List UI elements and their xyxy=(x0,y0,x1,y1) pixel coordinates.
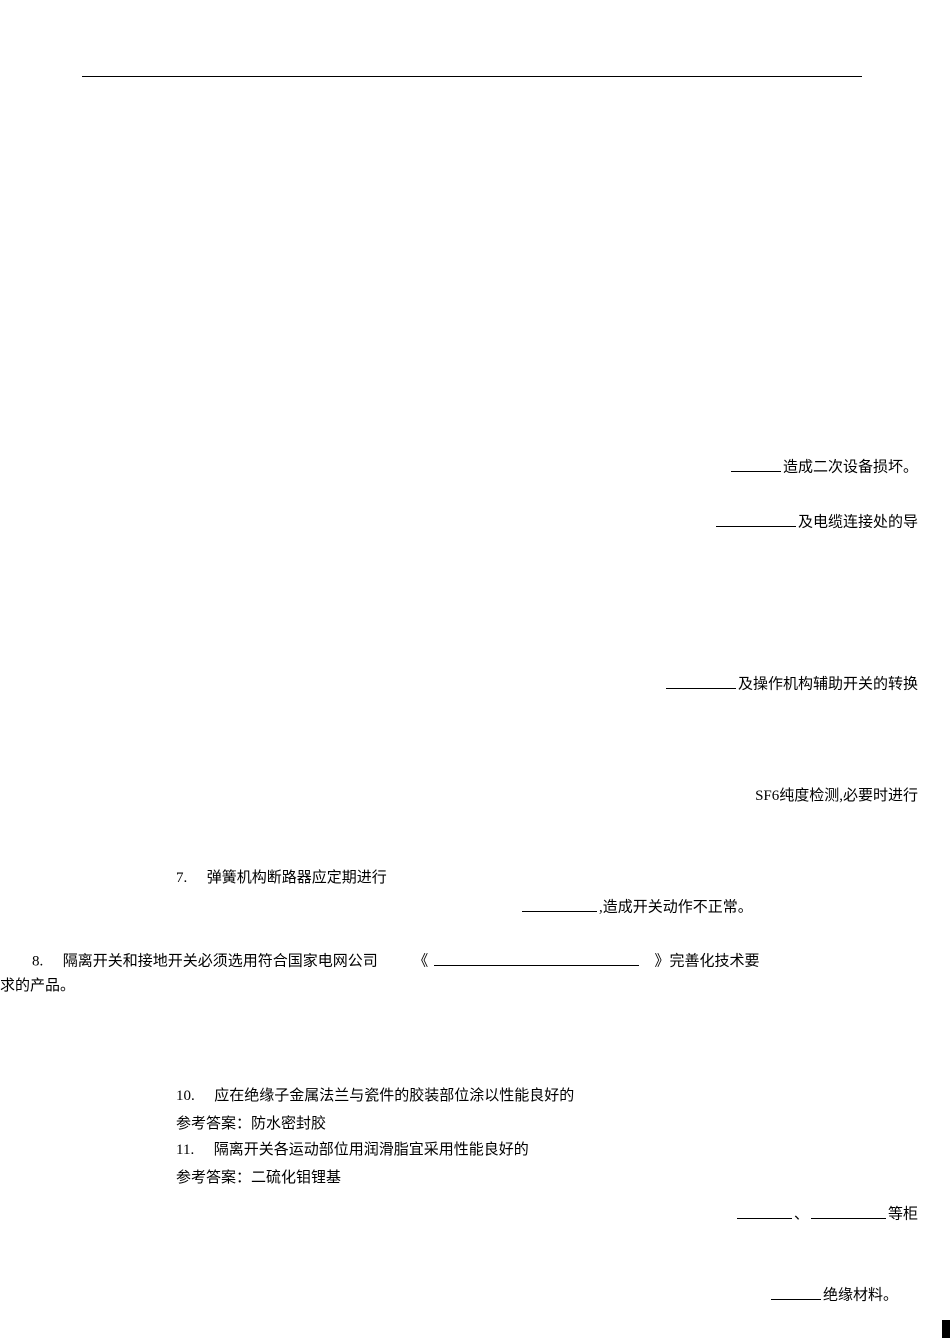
num-l8: 10. xyxy=(176,1088,195,1104)
blank-l10a[interactable] xyxy=(737,1202,792,1219)
line-3: 及操作机构辅助开关的转换 xyxy=(664,672,918,696)
line-6: ,造成开关动作不正常。 xyxy=(520,895,753,919)
num-l5: 7. xyxy=(176,870,187,886)
line-8: 10. 应在绝缘子金属法兰与瓷件的胶装部位涂以性能良好的 xyxy=(176,1086,574,1107)
side-marker xyxy=(942,1320,950,1338)
text-l9-ans: 参考答案：二硫化钼锂基 xyxy=(176,1170,341,1186)
line-2: 及电缆连接处的导 xyxy=(714,510,918,534)
blank-l6[interactable] xyxy=(522,895,597,912)
text-l7-cont: 求的产品。 xyxy=(0,978,75,994)
line-8-ans: 参考答案：防水密封胶 xyxy=(176,1114,326,1135)
line-7-cont: 求的产品。 xyxy=(0,976,75,997)
text-l8-ans: 参考答案：防水密封胶 xyxy=(176,1116,326,1132)
text-l7b: 《 xyxy=(413,954,428,970)
line-9: 11. 隔离开关各运动部位用润滑脂宜采用性能良好的 xyxy=(176,1140,529,1161)
text-l10-sep: 、 xyxy=(794,1207,809,1223)
blank-l3[interactable] xyxy=(666,672,736,689)
line-9-ans: 参考答案：二硫化钼锂基 xyxy=(176,1168,341,1189)
blank-l11[interactable] xyxy=(771,1283,821,1300)
text-l11: 绝缘材料。 xyxy=(823,1288,898,1304)
line-10: 、 等柜 xyxy=(735,1202,918,1226)
text-l10: 等柜 xyxy=(888,1207,918,1223)
text-l9: 隔离开关各运动部位用润滑脂宜采用性能良好的 xyxy=(214,1142,529,1158)
blank-l10b[interactable] xyxy=(811,1202,886,1219)
text-l1: 造成二次设备损坏。 xyxy=(783,460,918,476)
num-l9: 11. xyxy=(176,1142,194,1158)
line-4: SF6纯度检测,必要时进行 xyxy=(755,786,918,807)
blank-l1[interactable] xyxy=(731,455,781,472)
text-l5: 弹簧机构断路器应定期进行 xyxy=(207,870,387,886)
text-l2: 及电缆连接处的导 xyxy=(798,515,918,531)
line-7: 8. 隔离开关和接地开关必须选用符合国家电网公司 《 》完善化技术要 xyxy=(32,949,918,973)
line-11: 绝缘材料。 xyxy=(769,1283,898,1307)
text-l4: SF6纯度检测,必要时进行 xyxy=(755,788,918,804)
text-l7a: 隔离开关和接地开关必须选用符合国家电网公司 xyxy=(63,954,378,970)
horizontal-rule xyxy=(82,76,862,77)
blank-l7[interactable] xyxy=(434,949,639,966)
text-l6: ,造成开关动作不正常。 xyxy=(599,900,753,916)
line-5: 7. 弹簧机构断路器应定期进行 xyxy=(176,868,387,889)
blank-l2[interactable] xyxy=(716,510,796,527)
text-l7c: 》完善化技术要 xyxy=(655,954,760,970)
text-l8: 应在绝缘子金属法兰与瓷件的胶装部位涂以性能良好的 xyxy=(214,1088,574,1104)
num-l7: 8. xyxy=(32,954,43,970)
text-l3: 及操作机构辅助开关的转换 xyxy=(738,677,918,693)
line-1: 造成二次设备损坏。 xyxy=(729,455,918,479)
